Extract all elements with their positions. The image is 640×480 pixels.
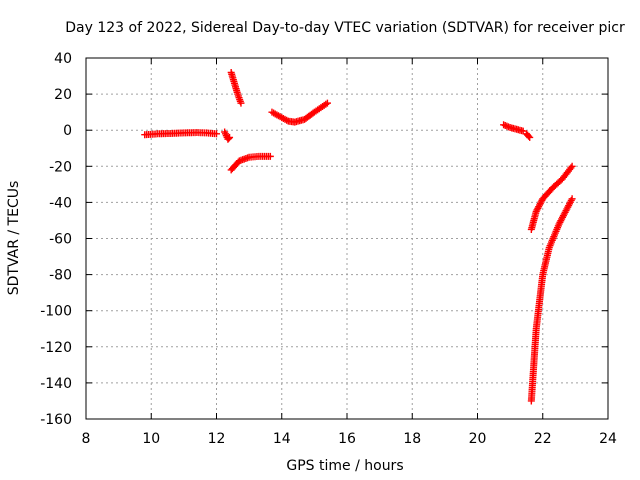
data-point [525,132,533,140]
y-tick-label: -160 [40,412,72,428]
y-axis-ticks: -160 -140 -120 -100 -80 -60 -40 -20 0 20 40 [40,51,608,428]
data-point [536,200,544,208]
x-tick-label: 14 [273,431,291,447]
x-tick-label: 12 [208,431,226,447]
data-point [537,198,545,206]
x-tick-label: 8 [82,431,91,447]
x-axis-label: GPS time / hours [286,458,403,474]
y-tick-label: -20 [49,159,72,175]
grid-lines [86,58,608,419]
data-point [225,134,233,142]
data-point [535,203,543,211]
x-axis-ticks: 8 10 12 14 16 18 20 22 24 [82,58,617,447]
y-tick-label: 0 [63,123,72,139]
y-tick-label: -80 [49,268,72,284]
x-tick-label: 18 [403,431,421,447]
y-tick-label: -140 [40,376,72,392]
x-tick-label: 20 [469,431,487,447]
data-point [567,164,575,172]
y-tick-label: 20 [54,87,72,103]
x-tick-label: 22 [534,431,552,447]
data-point [322,100,330,108]
data-point [237,99,245,107]
data-point [534,204,542,212]
x-tick-label: 10 [142,431,160,447]
data-point [226,133,234,141]
data-point [532,207,540,215]
y-tick-label: -60 [49,232,72,248]
x-tick-label: 16 [338,431,356,447]
data-point [213,130,220,138]
data-point [266,152,274,160]
data-point [535,201,543,209]
data-point [568,195,576,203]
data-point [526,133,534,141]
data-point [283,116,291,124]
data-point [323,99,331,107]
y-tick-label: -40 [49,195,72,211]
data-point [568,162,576,170]
y-tick-label: -120 [40,340,72,356]
y-tick-label: -100 [40,304,72,320]
y-axis-label: SDTVAR / TECUs [6,181,22,296]
chart-title: Day 123 of 2022, Sidereal Day-to-day VTE… [65,20,625,36]
data-points [141,68,576,405]
y-tick-label: 40 [54,51,72,67]
data-point [533,206,541,214]
x-tick-label: 24 [599,431,617,447]
